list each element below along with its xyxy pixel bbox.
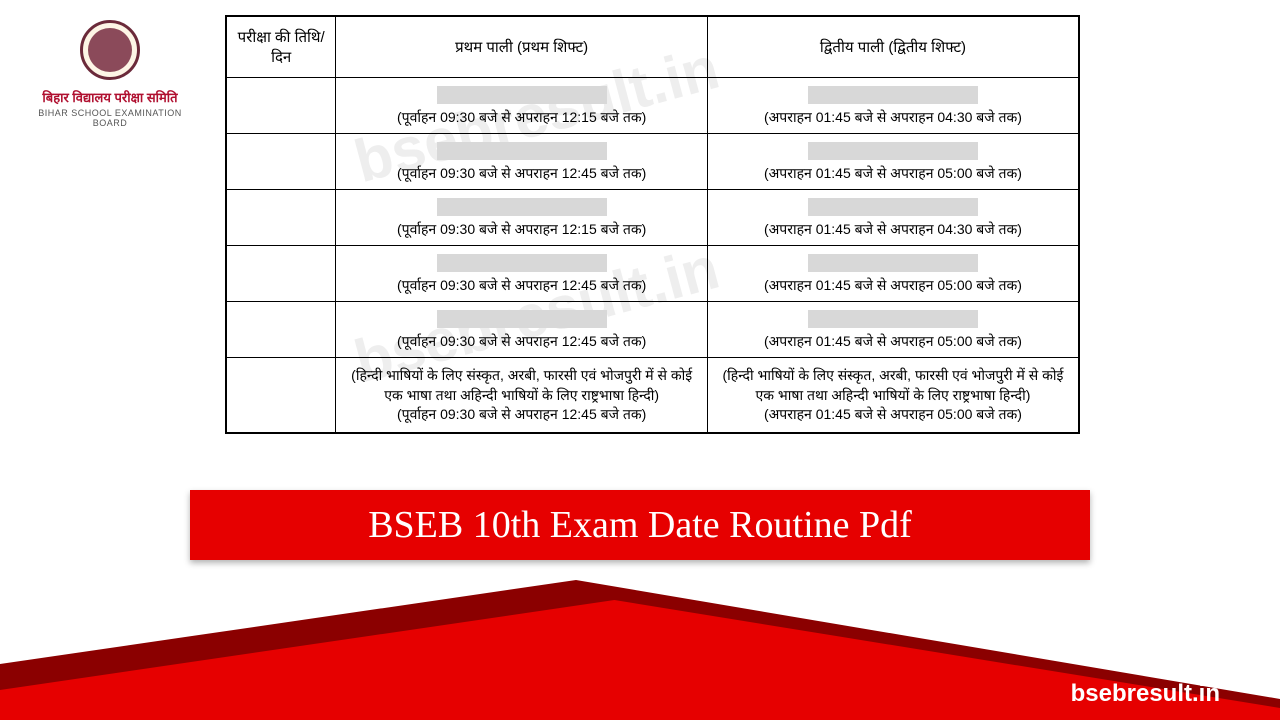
- shift1-cell: (पूर्वाहन 09:30 बजे से अपराहन 12:45 बजे …: [336, 302, 708, 358]
- shift1-language-text: (हिन्दी भाषियों के लिए संस्कृत, अरबी, फा…: [346, 366, 697, 405]
- shift1-cell: (पूर्वाहन 09:30 बजे से अपराहन 12:15 बजे …: [336, 190, 708, 246]
- title-banner: BSEB 10th Exam Date Routine Pdf: [190, 490, 1090, 560]
- redacted-block: [808, 310, 978, 328]
- shift2-time: (अपराहन 01:45 बजे से अपराहन 05:00 बजे तक…: [718, 164, 1068, 183]
- shift1-time: (पूर्वाहन 09:30 बजे से अपराहन 12:15 बजे …: [346, 108, 697, 127]
- shift2-language-text: (हिन्दी भाषियों के लिए संस्कृत, अरबी, फा…: [718, 366, 1068, 405]
- shift2-time: (अपराहन 01:45 बजे से अपराहन 05:00 बजे तक…: [718, 332, 1068, 351]
- shift2-cell: (अपराहन 01:45 बजे से अपराहन 05:00 बजे तक…: [707, 246, 1079, 302]
- redacted-block: [437, 142, 607, 160]
- date-cell: [226, 78, 336, 134]
- shift1-time: (पूर्वाहन 09:30 बजे से अपराहन 12:45 बजे …: [346, 332, 697, 351]
- date-cell: [226, 246, 336, 302]
- redacted-block: [808, 198, 978, 216]
- shift2-cell: (अपराहन 01:45 बजे से अपराहन 05:00 बजे तक…: [707, 302, 1079, 358]
- shift1-time: (पूर्वाहन 09:30 बजे से अपराहन 12:45 बजे …: [346, 405, 697, 424]
- board-name-hindi: बिहार विद्यालय परीक्षा समिति: [25, 88, 195, 106]
- date-cell: [226, 302, 336, 358]
- shift1-cell: (पूर्वाहन 09:30 बजे से अपराहन 12:45 बजे …: [336, 134, 708, 190]
- date-cell: [226, 190, 336, 246]
- exam-schedule-table: परीक्षा की तिथि/दिन प्रथम पाली (प्रथम शि…: [225, 15, 1080, 434]
- shift2-cell: (अपराहन 01:45 बजे से अपराहन 05:00 बजे तक…: [707, 134, 1079, 190]
- header-shift1: प्रथम पाली (प्रथम शिफ्ट): [336, 16, 708, 78]
- board-name-english: BIHAR SCHOOL EXAMINATION BOARD: [25, 108, 195, 128]
- redacted-block: [808, 142, 978, 160]
- shift2-cell: (अपराहन 01:45 बजे से अपराहन 04:30 बजे तक…: [707, 78, 1079, 134]
- header-shift2: द्वितीय पाली (द्वितीय शिफ्ट): [707, 16, 1079, 78]
- logo-section: बिहार विद्यालय परीक्षा समिति BIHAR SCHOO…: [25, 20, 195, 128]
- table-row: (पूर्वाहन 09:30 बजे से अपराहन 12:45 बजे …: [226, 302, 1079, 358]
- table-row: (पूर्वाहन 09:30 बजे से अपराहन 12:15 बजे …: [226, 78, 1079, 134]
- header-date: परीक्षा की तिथि/दिन: [226, 16, 336, 78]
- shift1-time: (पूर्वाहन 09:30 बजे से अपराहन 12:15 बजे …: [346, 220, 697, 239]
- shift1-cell: (पूर्वाहन 09:30 बजे से अपराहन 12:15 बजे …: [336, 78, 708, 134]
- redacted-block: [437, 254, 607, 272]
- redacted-block: [437, 86, 607, 104]
- table-row: (पूर्वाहन 09:30 बजे से अपराहन 12:45 बजे …: [226, 134, 1079, 190]
- table-row: (पूर्वाहन 09:30 बजे से अपराहन 12:45 बजे …: [226, 246, 1079, 302]
- table-row: (पूर्वाहन 09:30 बजे से अपराहन 12:15 बजे …: [226, 190, 1079, 246]
- shift2-time: (अपराहन 01:45 बजे से अपराहन 05:00 बजे तक…: [718, 405, 1068, 424]
- site-url: bsebresult.in: [1071, 680, 1220, 708]
- shift2-time: (अपराहन 01:45 बजे से अपराहन 04:30 बजे तक…: [718, 108, 1068, 127]
- board-logo-icon: [80, 20, 140, 80]
- table-header-row: परीक्षा की तिथि/दिन प्रथम पाली (प्रथम शि…: [226, 16, 1079, 78]
- shift2-time: (अपराहन 01:45 बजे से अपराहन 05:00 बजे तक…: [718, 276, 1068, 295]
- shift2-cell: (अपराहन 01:45 बजे से अपराहन 04:30 बजे तक…: [707, 190, 1079, 246]
- shift2-cell: (हिन्दी भाषियों के लिए संस्कृत, अरबी, फा…: [707, 358, 1079, 434]
- redacted-block: [808, 254, 978, 272]
- redacted-block: [437, 310, 607, 328]
- shift2-time: (अपराहन 01:45 बजे से अपराहन 04:30 बजे तक…: [718, 220, 1068, 239]
- shift1-time: (पूर्वाहन 09:30 बजे से अपराहन 12:45 बजे …: [346, 164, 697, 183]
- redacted-block: [437, 198, 607, 216]
- date-cell: [226, 134, 336, 190]
- banner-text: BSEB 10th Exam Date Routine Pdf: [368, 503, 912, 547]
- date-cell: [226, 358, 336, 434]
- table-row: (हिन्दी भाषियों के लिए संस्कृत, अरबी, फा…: [226, 358, 1079, 434]
- shift1-time: (पूर्वाहन 09:30 बजे से अपराहन 12:45 बजे …: [346, 276, 697, 295]
- shift1-cell: (हिन्दी भाषियों के लिए संस्कृत, अरबी, फा…: [336, 358, 708, 434]
- shift1-cell: (पूर्वाहन 09:30 बजे से अपराहन 12:45 बजे …: [336, 246, 708, 302]
- redacted-block: [808, 86, 978, 104]
